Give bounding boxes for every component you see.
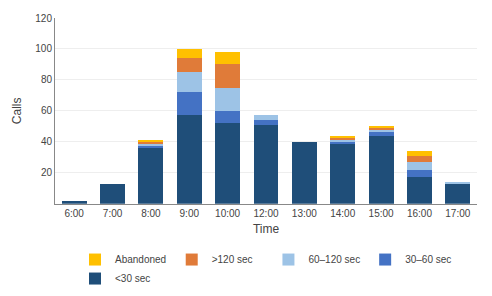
svg-text:60: 60 xyxy=(41,105,53,116)
svg-text:60–120 sec: 60–120 sec xyxy=(308,254,360,265)
svg-text:20: 20 xyxy=(41,167,53,178)
svg-text:<30 sec: <30 sec xyxy=(115,273,150,284)
svg-text:6:00: 6:00 xyxy=(64,208,84,219)
svg-text:40: 40 xyxy=(41,136,53,147)
svg-text:13:00: 13:00 xyxy=(292,208,317,219)
svg-text:30–60 sec: 30–60 sec xyxy=(405,254,451,265)
svg-text:14:00: 14:00 xyxy=(330,208,355,219)
svg-text:10:00: 10:00 xyxy=(215,208,240,219)
svg-text:7:00: 7:00 xyxy=(103,208,123,219)
svg-text:Calls: Calls xyxy=(10,97,24,124)
svg-text:17:00: 17:00 xyxy=(445,208,470,219)
svg-text:8:00: 8:00 xyxy=(141,208,161,219)
svg-text:16:00: 16:00 xyxy=(407,208,432,219)
svg-text:Abandoned: Abandoned xyxy=(115,254,166,265)
svg-text:9:00: 9:00 xyxy=(180,208,200,219)
svg-text:15:00: 15:00 xyxy=(369,208,394,219)
svg-text:>120 sec: >120 sec xyxy=(212,254,253,265)
svg-text:100: 100 xyxy=(35,43,52,54)
svg-text:120: 120 xyxy=(35,13,52,24)
svg-text:12:00: 12:00 xyxy=(253,208,278,219)
svg-text:80: 80 xyxy=(41,74,53,85)
svg-text:Time: Time xyxy=(253,222,280,236)
